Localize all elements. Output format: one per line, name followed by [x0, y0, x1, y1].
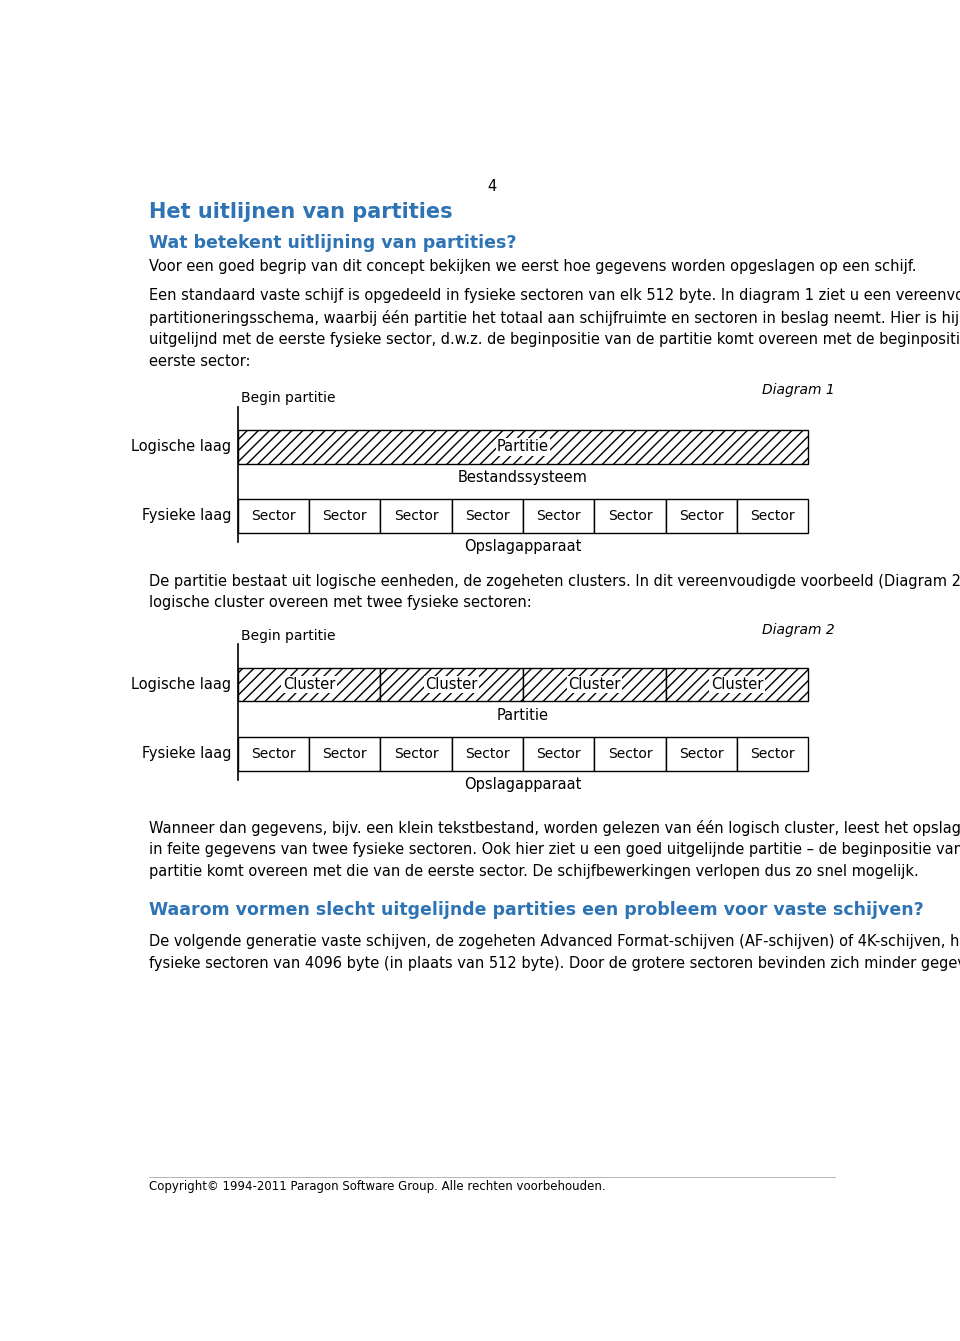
Text: Sector: Sector — [679, 747, 724, 760]
Text: Begin partitie: Begin partitie — [241, 629, 335, 642]
Text: Begin partitie: Begin partitie — [241, 392, 335, 405]
Text: Cluster: Cluster — [283, 677, 335, 692]
Text: Diagram 2: Diagram 2 — [762, 624, 834, 637]
Bar — [665, 668, 808, 701]
Bar — [238, 429, 808, 464]
Text: partitioneringsschema, waarbij één partitie het totaal aan schijfruimte en secto: partitioneringsschema, waarbij één parti… — [150, 310, 960, 326]
Text: logische cluster overeen met twee fysieke sectoren:: logische cluster overeen met twee fysiek… — [150, 595, 532, 610]
Bar — [380, 668, 523, 701]
Text: in feite gegevens van twee fysieke sectoren. Ook hier ziet u een goed uitgelijnd: in feite gegevens van twee fysieke secto… — [150, 842, 960, 857]
Text: Sector: Sector — [252, 747, 296, 760]
Bar — [523, 499, 594, 532]
Text: Sector: Sector — [323, 508, 367, 523]
Text: Opslagapparaat: Opslagapparaat — [465, 778, 582, 793]
Bar — [665, 738, 737, 771]
Text: Cluster: Cluster — [425, 677, 478, 692]
Text: fysieke sectoren van 4096 byte (in plaats van 512 byte). Door de grotere sectore: fysieke sectoren van 4096 byte (in plaat… — [150, 956, 960, 971]
Text: Sector: Sector — [465, 747, 510, 760]
Text: Partitie: Partitie — [497, 439, 549, 455]
Text: Bestandssysteem: Bestandssysteem — [458, 469, 588, 485]
Text: 4: 4 — [488, 178, 496, 193]
Text: Sector: Sector — [679, 508, 724, 523]
Text: Sector: Sector — [750, 508, 795, 523]
Text: Wanneer dan gegevens, bijv. een klein tekstbestand, worden gelezen van één logis: Wanneer dan gegevens, bijv. een klein te… — [150, 821, 960, 835]
Text: Sector: Sector — [252, 508, 296, 523]
Bar — [665, 499, 737, 532]
Text: Diagram 1: Diagram 1 — [762, 384, 834, 397]
Bar — [380, 738, 452, 771]
Bar — [523, 738, 594, 771]
Text: Sector: Sector — [608, 508, 652, 523]
Text: Copyright© 1994-2011 Paragon Software Group. Alle rechten voorbehouden.: Copyright© 1994-2011 Paragon Software Gr… — [150, 1180, 606, 1192]
Text: Sector: Sector — [465, 508, 510, 523]
Text: partitie komt overeen met die van de eerste sector. De schijfbewerkingen verlope: partitie komt overeen met die van de eer… — [150, 864, 920, 878]
Text: Waarom vormen slecht uitgelijnde partities een probleem voor vaste schijven?: Waarom vormen slecht uitgelijnde partiti… — [150, 901, 924, 920]
Bar — [737, 499, 808, 532]
Text: Fysieke laag: Fysieke laag — [142, 508, 231, 523]
Text: Cluster: Cluster — [710, 677, 763, 692]
Text: Het uitlijnen van partities: Het uitlijnen van partities — [150, 201, 453, 221]
Text: Voor een goed begrip van dit concept bekijken we eerst hoe gegevens worden opges: Voor een goed begrip van dit concept bek… — [150, 259, 917, 274]
Text: Wat betekent uitlijning van partities?: Wat betekent uitlijning van partities? — [150, 235, 516, 252]
Text: Sector: Sector — [394, 508, 439, 523]
Text: Sector: Sector — [394, 747, 439, 760]
Bar — [594, 499, 665, 532]
Bar — [309, 738, 380, 771]
Bar — [238, 499, 309, 532]
Text: De volgende generatie vaste schijven, de zogeheten Advanced Format-schijven (AF-: De volgende generatie vaste schijven, de… — [150, 933, 960, 949]
Text: Fysieke laag: Fysieke laag — [142, 747, 231, 762]
Text: eerste sector:: eerste sector: — [150, 354, 251, 369]
Bar — [238, 738, 309, 771]
Text: Sector: Sector — [537, 747, 581, 760]
Text: Cluster: Cluster — [568, 677, 620, 692]
Text: Opslagapparaat: Opslagapparaat — [465, 539, 582, 554]
Text: Logische laag: Logische laag — [132, 439, 231, 455]
Bar — [452, 499, 523, 532]
Bar — [380, 499, 452, 532]
Text: Logische laag: Logische laag — [132, 677, 231, 692]
Text: Partitie: Partitie — [497, 708, 549, 723]
Text: Een standaard vaste schijf is opgedeeld in fysieke sectoren van elk 512 byte. In: Een standaard vaste schijf is opgedeeld … — [150, 288, 960, 303]
Text: Sector: Sector — [608, 747, 652, 760]
Bar — [523, 668, 665, 701]
Bar — [594, 738, 665, 771]
Bar — [452, 738, 523, 771]
Text: De partitie bestaat uit logische eenheden, de zogeheten clusters. In dit vereenv: De partitie bestaat uit logische eenhede… — [150, 573, 960, 589]
Text: Sector: Sector — [750, 747, 795, 760]
Bar — [737, 738, 808, 771]
Text: Sector: Sector — [537, 508, 581, 523]
Text: uitgelijnd met de eerste fysieke sector, d.w.z. de beginpositie van de partitie : uitgelijnd met de eerste fysieke sector,… — [150, 331, 960, 347]
Bar — [309, 499, 380, 532]
Text: Sector: Sector — [323, 747, 367, 760]
Bar — [238, 668, 380, 701]
